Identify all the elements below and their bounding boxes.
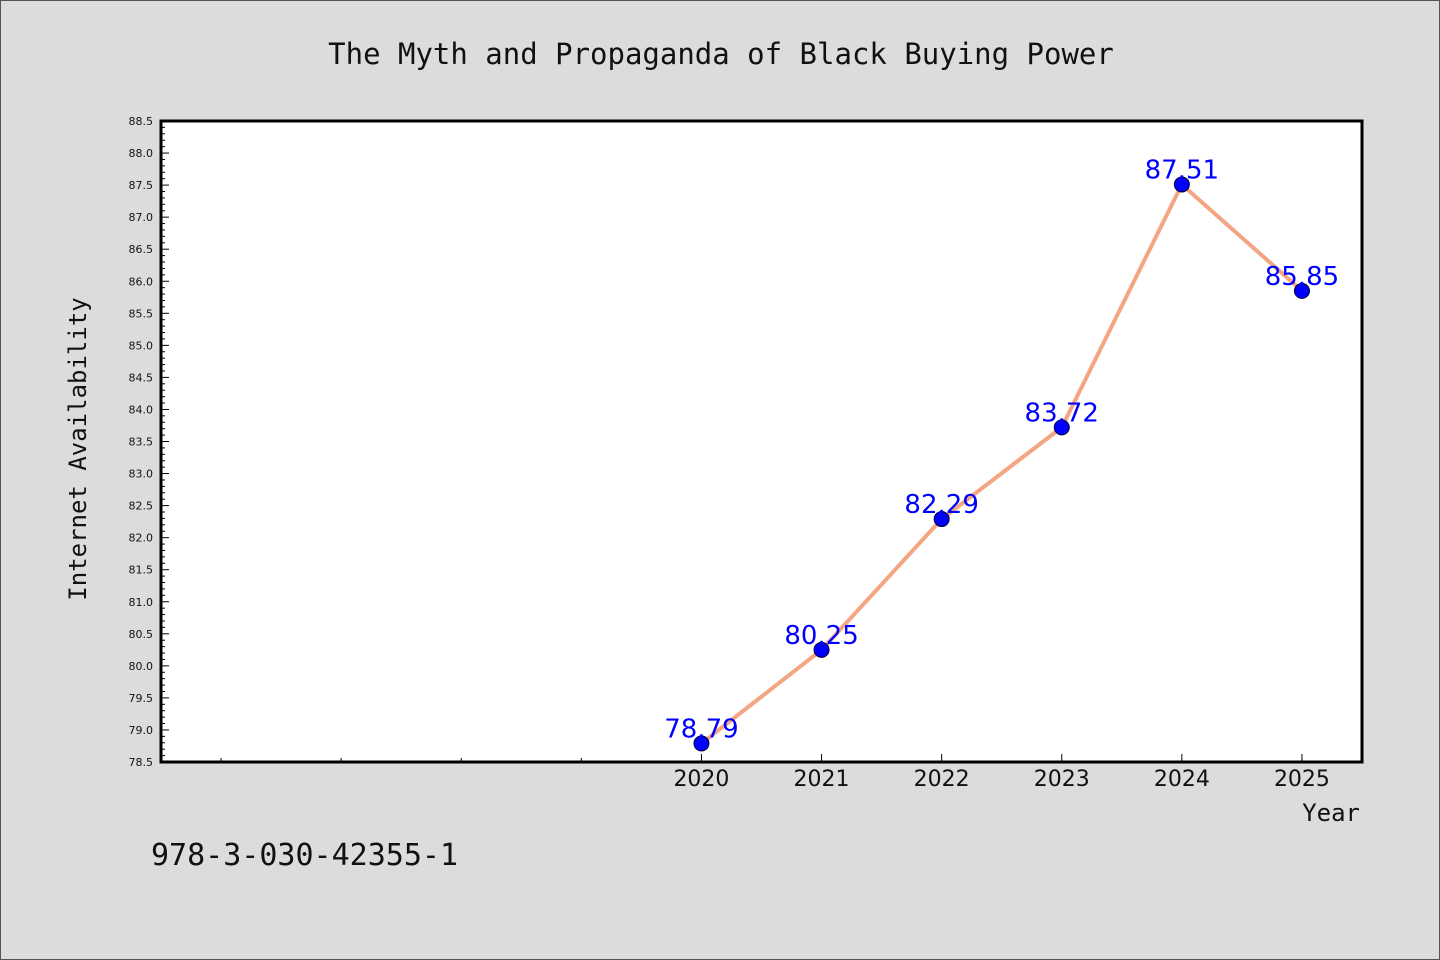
- data-label: 80.25: [784, 621, 858, 651]
- x-tick-label: 2023: [1034, 767, 1090, 792]
- x-tick-label: 2022: [914, 767, 970, 792]
- y-tick-label: 78.5: [129, 756, 154, 769]
- y-tick-label: 79.5: [129, 692, 154, 705]
- y-tick-label: 81.0: [129, 596, 154, 609]
- y-tick-label: 82.0: [129, 532, 154, 545]
- data-label: 82.29: [904, 490, 978, 520]
- y-tick-label: 82.5: [129, 500, 154, 513]
- x-axis: 2020 2021 2022 2023 2024 2025: [220, 754, 1330, 792]
- data-label: 87.51: [1145, 155, 1219, 185]
- data-label: 78.79: [664, 714, 738, 744]
- y-tick-label: 83.5: [129, 436, 154, 449]
- y-axis: 78.5 79.0 79.5 80.0 80.5 81.0 81.5 82.0 82.5 83.0…: [129, 115, 169, 769]
- x-axis-label: Year: [1302, 799, 1360, 827]
- x-tick-label: 2021: [794, 767, 850, 792]
- x-tick-label: 2025: [1274, 767, 1330, 792]
- data-point: [1293, 282, 1310, 299]
- y-tick-label: 86.5: [129, 243, 154, 256]
- y-tick-label: 84.0: [129, 403, 154, 416]
- data-point: [813, 641, 830, 658]
- series-layer: 78.79 80.25 82.29 83.72 87.51 85.85: [664, 155, 1339, 752]
- footnote-isbn: 978-3-030-42355-1: [151, 838, 458, 873]
- x-tick-label: 2024: [1154, 767, 1210, 792]
- x-tick-label: 2020: [673, 767, 729, 792]
- y-tick-label: 85.5: [129, 307, 154, 320]
- data-label: 85.85: [1265, 262, 1339, 292]
- y-tick-label: 83.0: [129, 468, 154, 481]
- data-point: [693, 735, 710, 752]
- data-point: [1173, 176, 1190, 193]
- y-tick-label: 87.5: [129, 179, 154, 192]
- plot-area: [159, 119, 1364, 764]
- series-line: [699, 182, 1304, 746]
- y-tick-label: 80.5: [129, 628, 154, 641]
- y-tick-label: 84.5: [129, 371, 154, 384]
- chart-title: The Myth and Propaganda of Black Buying …: [328, 37, 1114, 71]
- y-tick-label: 87.0: [129, 211, 154, 224]
- data-label: 83.72: [1025, 398, 1099, 428]
- y-tick-label: 88.5: [129, 115, 154, 128]
- data-point: [933, 511, 950, 528]
- y-axis-label: Internet Availability: [64, 297, 92, 600]
- y-tick-label: 86.0: [129, 275, 154, 288]
- y-tick-label: 79.0: [129, 724, 154, 737]
- y-tick-label: 85.0: [129, 339, 154, 352]
- y-tick-label: 88.0: [129, 147, 154, 160]
- y-tick-label: 80.0: [129, 660, 154, 673]
- y-tick-label: 81.5: [129, 564, 154, 577]
- data-point: [1053, 419, 1070, 436]
